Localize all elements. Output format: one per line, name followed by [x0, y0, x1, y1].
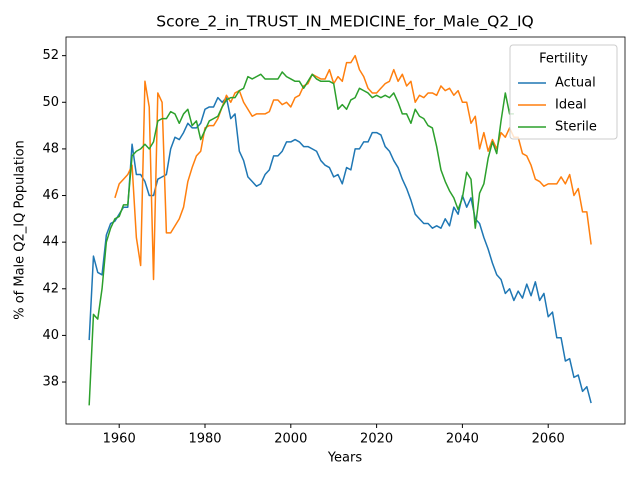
- legend-label: Ideal: [555, 98, 587, 113]
- legend-label: Actual: [555, 76, 596, 91]
- x-tick-label: 2040: [446, 432, 479, 447]
- y-axis-label: % of Male Q2_IQ Population: [13, 140, 28, 320]
- y-tick-label: 48: [42, 141, 59, 156]
- y-tick-label: 50: [42, 95, 59, 110]
- legend-title: Fertility: [539, 52, 588, 67]
- x-tick-label: 2000: [274, 432, 307, 447]
- y-tick-label: 46: [42, 188, 59, 203]
- chart-title: Score_2_in_TRUST_IN_MEDICINE_for_Male_Q2…: [156, 13, 534, 32]
- legend-box: [509, 44, 618, 140]
- line-series: [88, 96, 592, 404]
- y-tick-label: 38: [42, 375, 59, 390]
- x-tick-label: 2060: [532, 432, 565, 447]
- y-tick-label: 40: [42, 328, 59, 343]
- y-tick-label: 42: [42, 281, 59, 296]
- legend: Fertility Actual Ideal Sterile: [509, 44, 618, 140]
- y-tick-label: 44: [42, 235, 59, 250]
- x-tick-label: 2020: [360, 432, 393, 447]
- y-tick-label: 52: [42, 48, 59, 63]
- line-series: [88, 71, 514, 406]
- x-tick-label: 1980: [188, 432, 221, 447]
- plot-frame: [65, 36, 626, 425]
- x-tick-label: 1960: [103, 432, 136, 447]
- x-axis-label: Years: [327, 451, 363, 466]
- legend-label: Sterile: [555, 120, 597, 135]
